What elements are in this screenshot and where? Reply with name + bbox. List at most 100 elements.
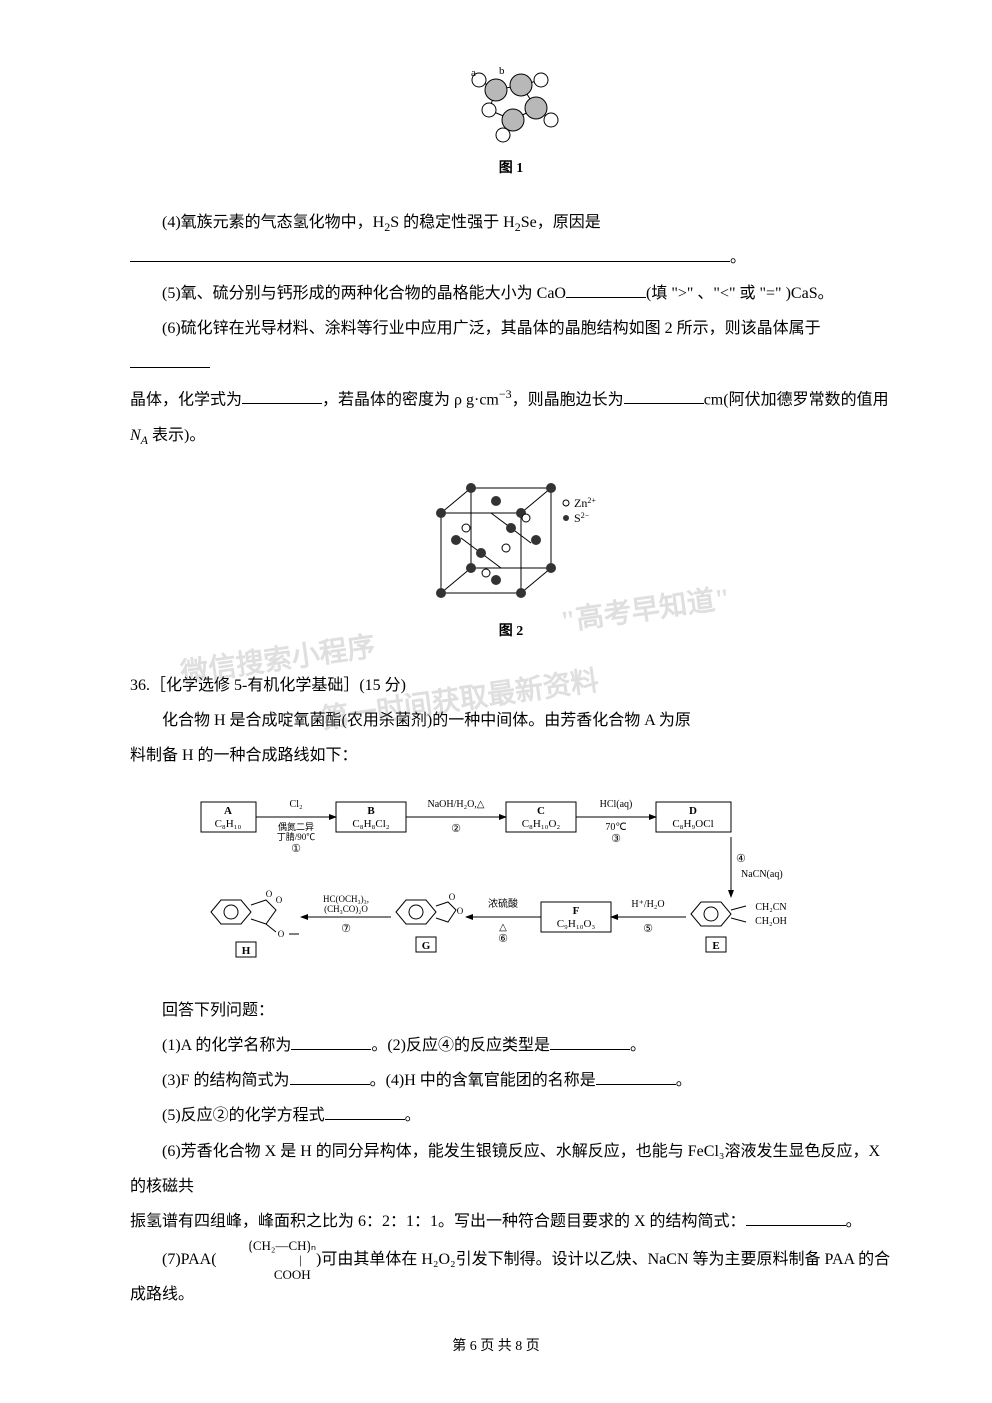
figure-1-svg: a b	[441, 60, 581, 150]
q6-text-e: cm(阿伏加德罗常数的值用	[704, 391, 889, 408]
q4-text-a: (4)氧族元素的气态氢化物中，H	[162, 214, 384, 231]
svg-text:b: b	[499, 65, 505, 77]
q5-blank[interactable]	[566, 278, 646, 297]
svg-text:O: O	[457, 906, 464, 916]
q6-blank-2[interactable]	[242, 385, 322, 404]
q6-line3: NA 表示)。	[130, 418, 892, 454]
q6-line1: (6)硫化锌在光导材料、涂料等行业中应用广泛，其晶体的晶胞结构如图 2 所示，则…	[130, 311, 892, 381]
svg-text:偶氮二异: 偶氮二异	[278, 821, 314, 832]
svg-text:③: ③	[611, 833, 621, 845]
q6-blank-3[interactable]	[624, 385, 704, 404]
q4-blank-line: 。	[130, 240, 892, 275]
q36-7-struct-bot: COOH	[242, 1268, 311, 1282]
q36-6-line2-text: 振氢谱有四组峰，峰面积之比为 6：2：1：1。写出一种符合题目要求的 X 的结构…	[130, 1213, 746, 1230]
q36-q3-q4: (3)F 的结构简式为。(4)H 中的含氧官能团的名称是。	[130, 1063, 892, 1098]
q4-answer-blank[interactable]	[130, 243, 730, 262]
q36-2-blank[interactable]	[550, 1031, 630, 1050]
q36-3-blank[interactable]	[290, 1066, 370, 1085]
svg-text:O: O	[449, 892, 456, 902]
svg-text:70℃: 70℃	[605, 822, 626, 833]
q6-text-c: ，若晶体的密度为 ρ g·cm	[322, 391, 499, 408]
svg-text:①: ①	[291, 843, 301, 855]
svg-text:C: C	[537, 805, 545, 817]
q36-7a: (7)PAA(	[162, 1251, 217, 1268]
q4-text-c: Se，原因是	[521, 214, 601, 231]
svg-text:(CH₃CO)₂O: (CH₃CO)₂O	[324, 904, 368, 914]
q6-line2: 晶体，化学式为 ，若晶体的密度为 ρ g·cm−3，则晶胞边长为 cm(阿伏加德罗常…	[130, 381, 892, 418]
svg-text:NaOH/H₂O,△: NaOH/H₂O,△	[427, 799, 484, 810]
svg-text:CH₂CN: CH₂CN	[755, 902, 786, 913]
q36-intro-2: 料制备 H 的一种合成路线如下：	[130, 738, 892, 773]
svg-text:H: H	[242, 945, 251, 957]
q36-5b: 。	[405, 1107, 421, 1124]
q36-3a: (3)F 的结构简式为	[162, 1072, 290, 1089]
q6-text-b: 晶体，化学式为	[130, 391, 242, 408]
q36-q6-line1: (6)芳香化合物 X 是 H 的同分异构体，能发生银镜反应、水解反应，也能与 F…	[130, 1134, 892, 1204]
q36-heading: 36.［化学选修 5-有机化学基础］(15 分)	[130, 668, 892, 703]
q36-1-blank[interactable]	[291, 1031, 371, 1050]
q36-6-end: 。	[846, 1213, 862, 1230]
svg-text:F: F	[573, 905, 580, 917]
svg-text:S2−: S2−	[574, 511, 590, 526]
q36-1c: 。	[630, 1037, 646, 1054]
q36-5a: (5)反应②的化学方程式	[162, 1107, 325, 1124]
q36-7-struct: ⟮CH₂—CH⟯ₙ|COOH	[217, 1239, 317, 1282]
svg-text:⑦: ⑦	[341, 923, 351, 935]
svg-text:△: △	[499, 922, 507, 933]
q36-4-blank[interactable]	[596, 1066, 676, 1085]
page-footer: 第 6 页 共 8 页	[0, 1332, 992, 1363]
svg-text:浓硫酸: 浓硫酸	[488, 897, 518, 910]
figure-1-caption: 图 1	[130, 154, 892, 185]
q4-text: (4)氧族元素的气态氢化物中，H2S 的稳定性强于 H2Se，原因是	[130, 205, 892, 241]
q6-text-f: 表示)。	[148, 427, 205, 444]
svg-text:E: E	[712, 940, 719, 952]
svg-text:O: O	[266, 889, 273, 899]
q4-text-b: S 的稳定性强于 H	[390, 214, 514, 231]
q36-q5: (5)反应②的化学方程式 。	[130, 1098, 892, 1133]
q36-answer-head: 回答下列问题：	[130, 993, 892, 1028]
q5-text: (5)氧、硫分别与钙形成的两种化合物的晶格能大小为 CaO (填 ">" 、"<"…	[130, 276, 892, 311]
q5-text-b: (填 ">" 、"<" 或 "=" )CaS。	[646, 285, 834, 302]
svg-text:C₈H₈Cl₂: C₈H₈Cl₂	[352, 818, 389, 830]
q36-3c: 。	[676, 1072, 692, 1089]
figure-2: Zn2+ S2− 图 2	[130, 473, 892, 648]
svg-text:B: B	[367, 805, 375, 817]
q6-sup-c: −3	[499, 387, 512, 401]
q36-q1-q2: (1)A 的化学名称为。(2)反应④的反应类型是。	[130, 1028, 892, 1063]
q6-na: NA	[130, 427, 148, 444]
svg-text:O: O	[276, 895, 283, 905]
q36-1a: (1)A 的化学名称为	[162, 1037, 291, 1054]
svg-text:H⁺/H₂O: H⁺/H₂O	[631, 899, 664, 910]
svg-text:O: O	[278, 929, 285, 939]
svg-text:Cl₂: Cl₂	[290, 799, 303, 810]
q36-7-struct-top: ⟮CH₂—CH⟯ₙ	[249, 1238, 317, 1253]
figure-1: a b 图 1	[130, 60, 892, 185]
svg-text:CH₂OH: CH₂OH	[755, 916, 787, 927]
q6-text-d: ，则晶胞边长为	[512, 391, 624, 408]
q6-na-n: N	[130, 427, 141, 444]
q5-text-a: (5)氧、硫分别与钙形成的两种化合物的晶格能大小为 CaO	[162, 285, 566, 302]
q36-intro-1: 化合物 H 是合成啶氧菌酯(农用杀菌剂)的一种中间体。由芳香化合物 A 为原	[130, 703, 892, 738]
svg-text:C₈H₁₀: C₈H₁₀	[215, 818, 242, 830]
q6-blank-1[interactable]	[130, 349, 210, 368]
q36-q7: (7)PAA(⟮CH₂—CH⟯ₙ|COOH)可由其单体在 H₂O₂引发下制得。设…	[130, 1239, 892, 1307]
svg-text:④: ④	[736, 853, 746, 865]
q36-q6-line2: 振氢谱有四组峰，峰面积之比为 6：2：1：1。写出一种符合题目要求的 X 的结构…	[130, 1204, 892, 1239]
svg-text:D: D	[689, 805, 697, 817]
svg-text:C₈H₉OCl: C₈H₉OCl	[672, 818, 713, 830]
q36-6-blank[interactable]	[746, 1207, 846, 1226]
synthesis-svg: A C₈H₁₀ Cl₂ 偶氮二异 丁腈/90℃ ① B C₈H₈Cl₂ NaOH…	[181, 782, 841, 972]
svg-text:NaCN(aq): NaCN(aq)	[741, 869, 783, 880]
svg-text:Zn2+: Zn2+	[574, 496, 596, 511]
q6-na-sub: A	[141, 433, 148, 447]
svg-text:⑥: ⑥	[498, 933, 508, 945]
q6-text-a: (6)硫化锌在光导材料、涂料等行业中应用广泛，其晶体的晶胞结构如图 2 所示，则…	[162, 320, 821, 337]
synthesis-diagram: A C₈H₁₀ Cl₂ 偶氮二异 丁腈/90℃ ① B C₈H₈Cl₂ NaOH…	[130, 782, 892, 985]
svg-text:丁腈/90℃: 丁腈/90℃	[277, 831, 316, 842]
svg-text:HCl(aq): HCl(aq)	[600, 799, 633, 810]
q36-5-blank[interactable]	[325, 1101, 405, 1120]
figure-2-caption: 图 2	[130, 617, 892, 648]
svg-text:A: A	[224, 805, 232, 817]
svg-text:G: G	[422, 940, 431, 952]
svg-text:⑤: ⑤	[643, 923, 653, 935]
